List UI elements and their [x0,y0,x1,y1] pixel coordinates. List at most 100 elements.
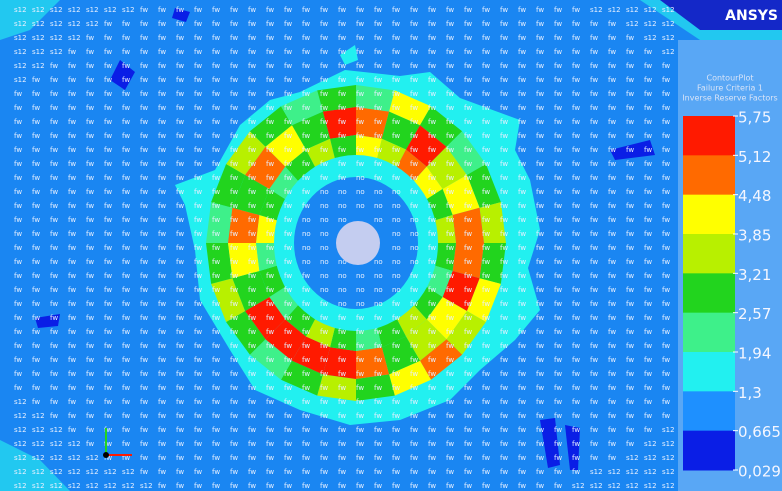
element-label: fw [410,328,418,336]
element-label: s12 [50,468,63,476]
element-label: fw [212,300,220,308]
element-label: fw [194,286,202,294]
element-label: fw [356,342,364,350]
element-label: fw [608,62,616,70]
element-label: fw [194,90,202,98]
element-label: fw [284,62,292,70]
element-label: fw [338,384,346,392]
element-label: fw [284,34,292,42]
element-label: fw [446,328,454,336]
element-label: fw [554,440,562,448]
element-label: fw [266,76,274,84]
element-label: fw [536,230,544,238]
element-label: fw [32,384,40,392]
element-label: fw [590,20,598,28]
element-label: fw [320,482,328,490]
element-label: fw [68,412,76,420]
element-label: fw [122,202,130,210]
element-label: fw [284,48,292,56]
element-label: fw [482,412,490,420]
element-label: fw [140,216,148,224]
element-label: fw [86,370,94,378]
element-label: no [320,216,329,224]
element-label: fw [644,216,652,224]
element-label: fw [464,202,472,210]
element-label: fw [410,356,418,364]
element-label: fw [626,384,634,392]
element-label: fw [446,244,454,252]
element-label: s12 [644,20,657,28]
element-label: fw [554,76,562,84]
element-label: fw [104,356,112,364]
element-label: fw [320,146,328,154]
element-label: no [320,230,329,238]
element-label: fw [482,454,490,462]
element-label: fw [104,202,112,210]
element-label: fw [554,62,562,70]
element-label: fw [140,258,148,266]
element-label: fw [140,62,148,70]
element-label: fw [554,482,562,490]
element-label: fw [284,384,292,392]
element-label: fw [500,412,508,420]
element-label: fw [464,314,472,322]
element-label: fw [608,216,616,224]
element-label: fw [500,34,508,42]
element-label: fw [608,34,616,42]
element-label: no [392,202,401,210]
element-label: fw [446,34,454,42]
element-label: fw [500,230,508,238]
element-label: s12 [32,20,45,28]
element-label: fw [230,482,238,490]
element-label: s12 [14,48,27,56]
element-label: fw [446,188,454,196]
element-label: fw [446,230,454,238]
element-label: fw [122,328,130,336]
element-label: fw [158,328,166,336]
element-label: s12 [644,440,657,448]
element-label: no [338,216,347,224]
element-label: fw [608,20,616,28]
element-label: fw [392,104,400,112]
element-label: fw [662,342,670,350]
element-label: fw [392,412,400,420]
element-label: fw [374,370,382,378]
element-label: fw [284,174,292,182]
element-label: fw [428,300,436,308]
element-label: fw [482,132,490,140]
element-label: fw [374,454,382,462]
element-label: s12 [68,454,81,462]
element-label: fw [230,244,238,252]
element-label: fw [284,258,292,266]
element-label: fw [104,370,112,378]
element-label: fw [284,314,292,322]
element-label: fw [554,118,562,126]
element-label: fw [158,62,166,70]
element-label: fw [392,300,400,308]
element-label: fw [572,62,580,70]
legend-label: 0,665 [738,423,781,441]
element-label: fw [266,132,274,140]
element-label: fw [392,328,400,336]
element-label: fw [104,90,112,98]
legend-label: 3,85 [738,227,771,245]
element-label: fw [68,174,76,182]
element-label: fw [644,160,652,168]
element-label: fw [482,286,490,294]
legend-label: 4,48 [738,187,771,205]
element-label: fw [662,160,670,168]
element-label: fw [122,188,130,196]
element-label: fw [644,90,652,98]
element-label: fw [608,244,616,252]
element-label: fw [302,328,310,336]
element-label: fw [500,258,508,266]
element-label: fw [464,300,472,308]
element-label: fw [662,398,670,406]
element-label: fw [482,104,490,112]
element-label: fw [338,90,346,98]
element-label: fw [644,314,652,322]
element-label: fw [482,342,490,350]
element-label: fw [248,398,256,406]
element-label: fw [86,62,94,70]
element-label: fw [554,286,562,294]
